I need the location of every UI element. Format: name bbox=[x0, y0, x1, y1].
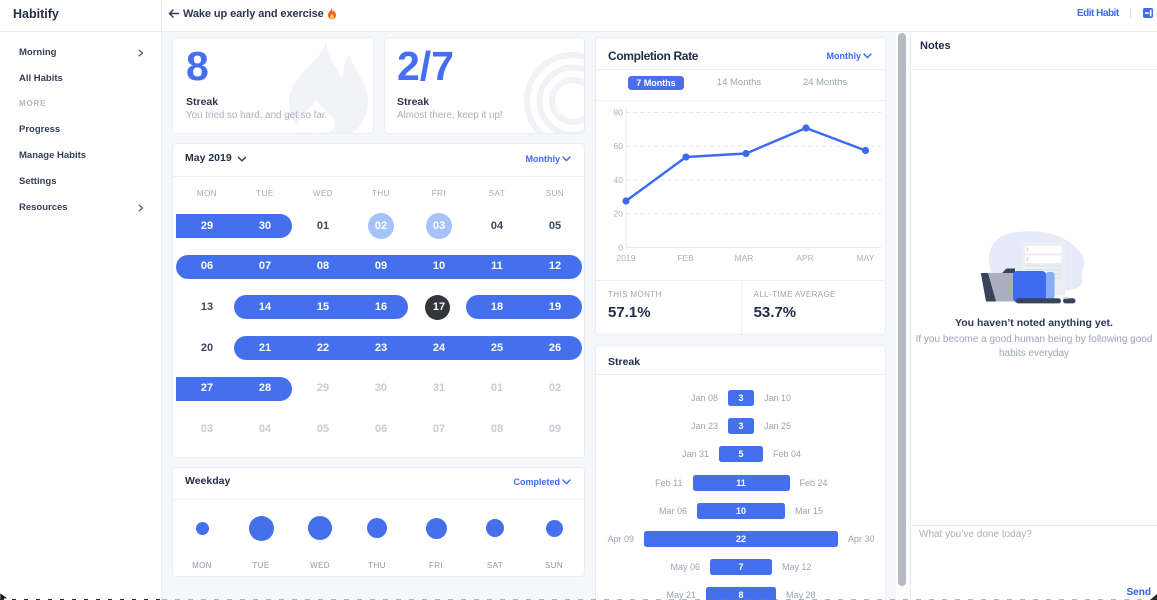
svg-text:0: 0 bbox=[618, 242, 623, 252]
svg-text:20: 20 bbox=[614, 209, 624, 219]
svg-text:60: 60 bbox=[614, 141, 624, 151]
svg-text:40: 40 bbox=[614, 175, 624, 185]
svg-text:80: 80 bbox=[614, 108, 624, 118]
